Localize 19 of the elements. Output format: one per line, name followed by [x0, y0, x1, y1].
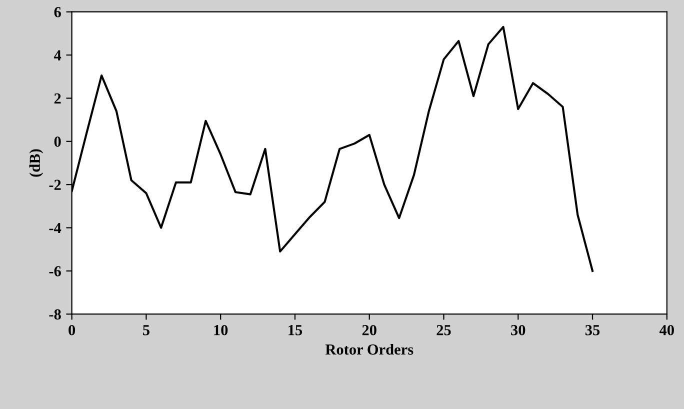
- x-tick-label: 15: [288, 325, 302, 336]
- x-tick-label: 10: [214, 324, 228, 336]
- y-tick-label: 2: [54, 93, 61, 104]
- y-tick-label: -8: [49, 309, 61, 320]
- y-tick-label: 6: [54, 7, 61, 18]
- x-tick-label: 5: [142, 325, 150, 336]
- x-tick-label: 0: [68, 324, 76, 336]
- y-tick-label: 4: [54, 50, 62, 60]
- y-tick-label: -4: [49, 223, 62, 234]
- y-tick-label: -6: [49, 266, 61, 276]
- x-tick-label: 25: [436, 325, 451, 336]
- x-tick-label: 40: [659, 324, 674, 336]
- x-tick-label: 35: [585, 325, 600, 336]
- x-axis-title: Rotor Orders: [325, 344, 414, 355]
- x-tick-label: 30: [511, 324, 526, 336]
- y-tick-label: 0: [54, 136, 61, 147]
- y-tick-label: -2: [49, 180, 61, 190]
- x-tick-label: 20: [362, 324, 376, 336]
- y-axis-title: (dB): [29, 149, 44, 177]
